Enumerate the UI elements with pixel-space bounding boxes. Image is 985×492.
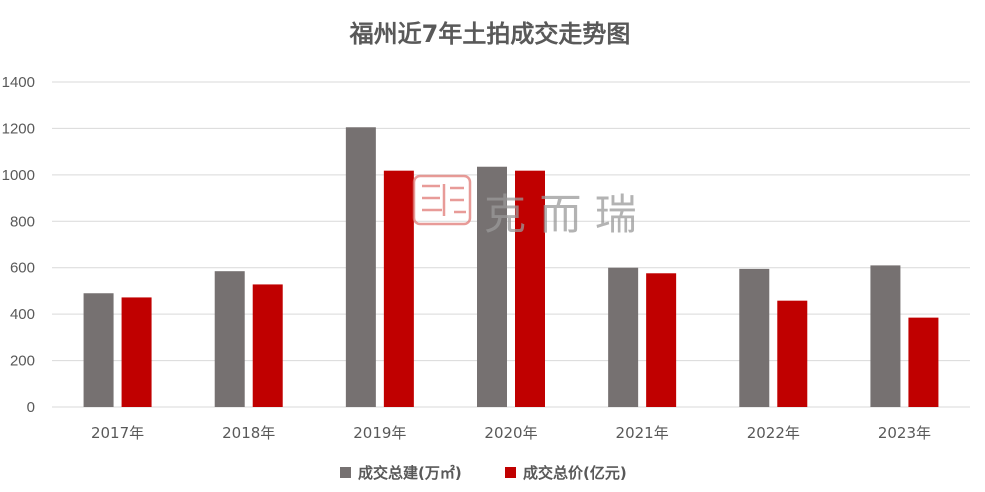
- y-tick-label: 800: [10, 213, 35, 230]
- bar: [214, 271, 245, 407]
- y-tick-label: 200: [10, 353, 35, 370]
- y-tick-label: 0: [27, 399, 35, 416]
- x-tick-label: 2018年: [222, 424, 275, 442]
- legend-label: 成交总建(万㎡): [358, 464, 462, 482]
- x-tick-label: 2021年: [616, 424, 669, 442]
- y-tick-label: 1000: [2, 167, 35, 184]
- x-tick-label: 2019年: [353, 424, 406, 442]
- legend: 成交总建(万㎡) 成交总价(亿元): [340, 464, 627, 482]
- watermark: 克 而 瑞: [412, 174, 637, 239]
- bar: [646, 273, 677, 407]
- watermark-seal: [412, 174, 472, 226]
- bar: [121, 297, 152, 407]
- legend-swatch: [505, 467, 516, 478]
- bar: [252, 284, 283, 407]
- y-tick-label: 400: [10, 306, 35, 323]
- watermark-text: 克 而 瑞: [484, 190, 637, 239]
- bar: [870, 265, 901, 407]
- x-tick-label: 2017年: [91, 424, 144, 442]
- y-axis-ticks: 0 200 400 600 800 1000 1200 1400: [2, 74, 35, 416]
- legend-swatch: [340, 467, 351, 478]
- x-axis-ticks: 2017年 2018年 2019年 2020年 2021年 2022年 2023年: [91, 424, 931, 442]
- x-tick-label: 2020年: [484, 424, 537, 442]
- bars: [83, 127, 939, 408]
- gridlines: [52, 81, 970, 408]
- x-tick-label: 2022年: [747, 424, 800, 442]
- bar: [908, 317, 939, 407]
- bar: [477, 166, 507, 407]
- bar: [383, 170, 414, 407]
- bar: [739, 268, 770, 407]
- legend-label: 成交总价(亿元): [523, 464, 627, 482]
- bar: [83, 293, 114, 407]
- y-tick-label: 1200: [2, 120, 35, 137]
- x-tick-label: 2023年: [878, 424, 931, 442]
- bar: [777, 300, 808, 407]
- y-tick-label: 600: [10, 260, 35, 277]
- bar: [345, 127, 376, 408]
- y-tick-label: 1400: [2, 74, 35, 91]
- bar: [608, 267, 639, 407]
- bar: [515, 170, 545, 407]
- chart-title: 福州近7年土拍成交走势图: [349, 20, 631, 48]
